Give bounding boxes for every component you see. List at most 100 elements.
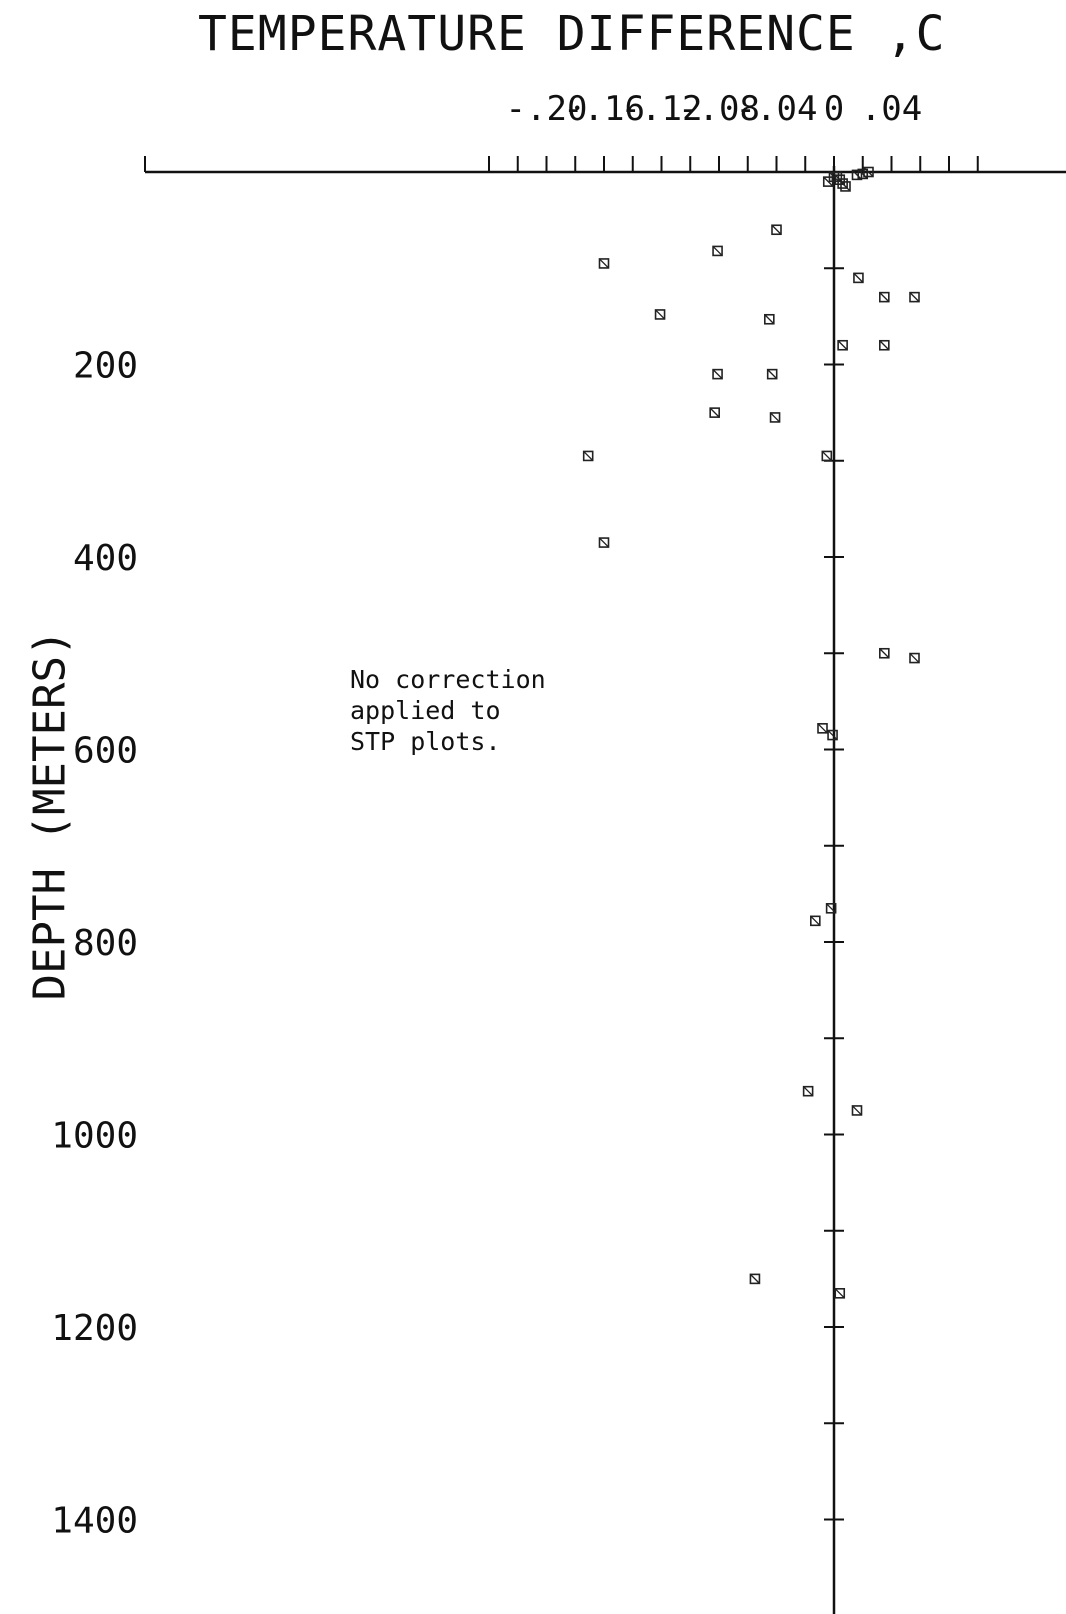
data-point	[769, 412, 781, 423]
data-point-box	[817, 723, 828, 734]
data-point-stroke	[771, 224, 782, 235]
x-tick-label: -.04	[736, 89, 818, 129]
data-point	[598, 537, 610, 548]
data-point-stroke	[863, 167, 874, 177]
data-point-box	[769, 412, 781, 423]
data-point-box	[837, 339, 848, 351]
y-axis-label: DEPTH (METERS)	[24, 629, 76, 1001]
data-point	[821, 450, 833, 462]
data-point-box	[766, 368, 778, 380]
data-point	[712, 245, 723, 257]
data-point-stroke	[764, 314, 775, 325]
data-point-box	[851, 1105, 863, 1116]
data-point	[654, 309, 666, 320]
data-point-box	[598, 258, 610, 269]
data-point-stroke	[879, 340, 890, 351]
chart-axes	[144, 156, 1066, 1614]
data-point-box	[837, 178, 848, 189]
data-point-box	[749, 1273, 761, 1285]
data-point	[879, 339, 890, 351]
data-point-stroke	[767, 369, 778, 380]
data-point-stroke	[821, 450, 832, 461]
data-point	[802, 1085, 814, 1097]
data-point-box	[857, 168, 869, 180]
x-tick-label: -.20	[506, 89, 588, 129]
data-point-box	[851, 169, 863, 181]
data-point-stroke	[879, 648, 890, 659]
data-point	[766, 368, 778, 380]
annotation-line: No correction	[350, 665, 546, 694]
y-tick-label: 800	[73, 923, 138, 964]
data-point	[837, 339, 848, 351]
data-point-box	[712, 245, 723, 257]
data-point-stroke	[599, 537, 609, 548]
data-point-stroke	[827, 730, 838, 741]
data-point-stroke	[583, 450, 594, 461]
x-tick-label: .04	[861, 89, 922, 129]
y-tick-labels: 200 400 600 800 1000 1200 1400	[51, 346, 138, 1542]
data-point-box	[709, 407, 720, 418]
data-point-stroke	[770, 412, 781, 423]
data-point	[853, 272, 864, 284]
data-point	[771, 224, 782, 236]
data-point-stroke	[834, 1288, 845, 1299]
x-tick-labels: -.20-.16-.12-.08-.04 0 .04	[506, 89, 923, 129]
data-point	[879, 291, 890, 303]
data-point	[851, 1105, 863, 1116]
data-point-box	[863, 166, 874, 178]
chart-title: TEMPERATURE DIFFERENCE ,C	[198, 6, 946, 62]
x-tick-label: -.08	[678, 89, 760, 129]
data-points	[582, 166, 920, 1299]
data-point	[840, 181, 851, 192]
data-point-stroke	[712, 245, 723, 256]
data-point-box	[879, 647, 890, 659]
annotation-note: No correction applied to STP plots.	[350, 664, 546, 757]
x-tick-label: 0	[824, 89, 844, 129]
data-point-stroke	[853, 272, 864, 283]
data-point	[764, 313, 775, 325]
data-point-stroke	[709, 407, 720, 418]
y-tick-label: 1000	[51, 1116, 138, 1157]
data-point-stroke	[599, 258, 609, 269]
data-point-box	[771, 224, 782, 236]
annotation-line: STP plots.	[350, 727, 501, 756]
data-point-box	[909, 652, 920, 664]
data-point-box	[598, 537, 610, 548]
data-point	[879, 647, 890, 659]
data-point	[817, 723, 828, 734]
data-point-box	[810, 915, 821, 927]
y-tick-label: 600	[73, 731, 138, 772]
data-point-stroke	[655, 309, 666, 320]
data-point-stroke	[712, 369, 723, 380]
data-point-stroke	[909, 653, 920, 664]
data-point-box	[853, 272, 864, 284]
data-point-box	[879, 291, 890, 303]
y-tick-label: 1200	[51, 1308, 138, 1349]
data-point-box	[879, 339, 890, 351]
x-tick-label: -.12	[621, 89, 703, 129]
data-point-box	[802, 1085, 814, 1097]
y-tick-label: 200	[73, 346, 138, 387]
data-point-box	[582, 450, 594, 462]
data-point-box	[840, 181, 851, 192]
data-point	[709, 407, 720, 418]
data-point-stroke	[823, 176, 834, 187]
data-point-stroke	[909, 292, 920, 303]
data-point-stroke	[749, 1273, 760, 1284]
data-point-stroke	[852, 1105, 862, 1116]
data-point	[749, 1273, 761, 1285]
data-point	[810, 915, 821, 927]
y-tick-label: 1400	[51, 1501, 138, 1542]
data-point	[909, 291, 920, 303]
data-point	[909, 652, 920, 664]
data-point-stroke	[837, 340, 848, 351]
data-point-stroke	[829, 171, 839, 182]
data-point-box	[821, 450, 833, 462]
data-point-box	[909, 291, 920, 303]
data-point	[834, 1288, 846, 1299]
data-point-stroke	[826, 903, 837, 914]
x-tick-label: -.16	[563, 89, 645, 129]
data-point-stroke	[817, 723, 828, 734]
data-point	[827, 729, 838, 741]
